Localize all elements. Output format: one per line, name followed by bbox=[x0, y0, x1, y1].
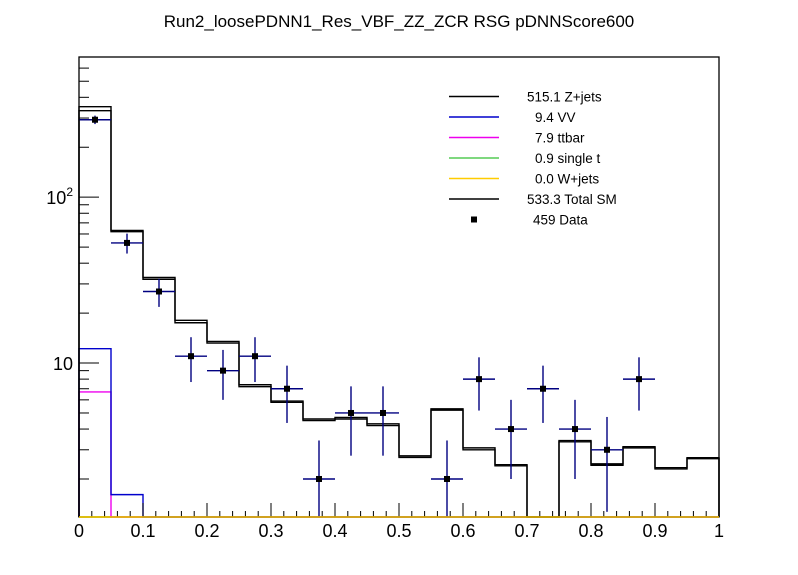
legend-label: 0.0 W+jets bbox=[535, 172, 599, 187]
x-tick-label: 0.4 bbox=[322, 521, 347, 541]
legend-entry: 9.4 VV bbox=[449, 110, 576, 125]
x-axis: 0 0.1 0.2 0.3 0.4 0.5 0.6 0.7 0.8 0.9 1 bbox=[74, 503, 724, 541]
legend-label: 0.9 single t bbox=[535, 151, 601, 166]
data-marker bbox=[476, 376, 482, 383]
x-tick-label: 0.9 bbox=[642, 521, 667, 541]
data-marker bbox=[636, 376, 642, 383]
legend: 515.1 Z+jets 9.4 VV 7.9 ttbar 0.9 single t 0… bbox=[449, 90, 617, 228]
y-axis: 10 102 bbox=[46, 56, 99, 480]
data-marker bbox=[124, 239, 130, 246]
legend-entry: 459 Data bbox=[471, 213, 588, 228]
chart-title: Run2_loosePDNN1_Res_VBF_ZZ_ZCR RSG pDNNS… bbox=[164, 12, 635, 31]
legend-entry: 0.9 single t bbox=[449, 151, 601, 166]
data-marker bbox=[508, 426, 514, 433]
data-point bbox=[111, 233, 143, 254]
data-point bbox=[431, 440, 463, 517]
x-tick-label: 1 bbox=[714, 521, 724, 541]
data-point bbox=[527, 365, 559, 423]
data-point bbox=[335, 386, 367, 456]
data-marker bbox=[572, 426, 578, 433]
data-marker bbox=[156, 288, 162, 295]
data-point bbox=[559, 399, 591, 479]
x-tick-label: 0.5 bbox=[386, 521, 411, 541]
data-point bbox=[623, 357, 655, 411]
data-point bbox=[79, 115, 111, 125]
data-point bbox=[239, 337, 271, 383]
x-tick-label: 0 bbox=[74, 521, 84, 541]
legend-label: 9.4 VV bbox=[535, 110, 576, 125]
legend-entry: 515.1 Z+jets bbox=[449, 90, 602, 105]
legend-entry: 533.3 Total SM bbox=[449, 192, 617, 207]
data-marker bbox=[444, 475, 450, 482]
legend-label: 7.9 ttbar bbox=[535, 131, 585, 146]
data-marker bbox=[252, 353, 258, 360]
data-marker bbox=[316, 475, 322, 482]
data-point bbox=[271, 365, 303, 423]
mc-histograms bbox=[78, 106, 720, 518]
x-tick-label: 0.8 bbox=[578, 521, 603, 541]
data-point bbox=[367, 386, 399, 456]
data-marker bbox=[540, 385, 546, 392]
x-tick-label: 0.7 bbox=[514, 521, 539, 541]
data-point bbox=[463, 357, 495, 411]
data-marker bbox=[188, 353, 194, 360]
x-tick-label: 0.2 bbox=[194, 521, 219, 541]
data-points bbox=[79, 115, 655, 517]
data-marker bbox=[220, 367, 226, 374]
data-marker bbox=[284, 385, 290, 392]
data-point bbox=[143, 278, 175, 307]
x-tick-label: 0.6 bbox=[450, 521, 475, 541]
histogram-total-sm bbox=[78, 106, 720, 518]
legend-entry: 0.0 W+jets bbox=[449, 172, 599, 187]
data-point bbox=[207, 349, 239, 400]
legend-entry: 7.9 ttbar bbox=[449, 131, 585, 146]
data-marker bbox=[348, 409, 354, 416]
data-marker bbox=[380, 409, 386, 416]
y-tick-label: 102 bbox=[46, 185, 73, 208]
data-point bbox=[175, 337, 207, 383]
legend-marker bbox=[471, 216, 477, 223]
y-tick-label: 10 bbox=[53, 354, 73, 374]
legend-label: 533.3 Total SM bbox=[527, 192, 617, 207]
legend-label: 515.1 Z+jets bbox=[527, 90, 602, 105]
x-tick-label: 0.3 bbox=[258, 521, 283, 541]
data-marker bbox=[604, 446, 610, 453]
data-point bbox=[495, 399, 527, 479]
data-marker bbox=[92, 116, 98, 123]
x-tick-label: 0.1 bbox=[130, 521, 155, 541]
data-point bbox=[591, 416, 623, 512]
data-point bbox=[303, 440, 335, 517]
legend-label: 459 Data bbox=[533, 213, 588, 228]
